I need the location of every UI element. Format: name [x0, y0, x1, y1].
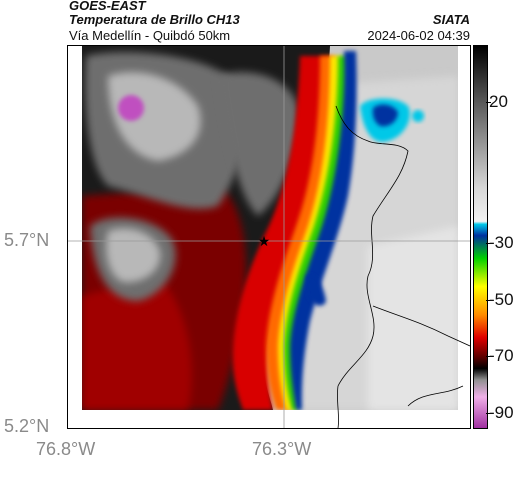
colorbar-tick-label: -90 [489, 402, 514, 422]
cloud-gray-right [218, 72, 299, 216]
admin-line-2 [407, 385, 464, 407]
no-data-right [458, 46, 470, 428]
route-label: Vía Medellín - Quibdó 50km [69, 28, 231, 43]
star-icon: ★ [258, 233, 271, 249]
cell-cyan-mid [306, 274, 326, 306]
satellite-map: ★ [67, 45, 471, 429]
colorbar-tick-mark [486, 412, 491, 414]
colorbar-tick-mark [486, 299, 491, 301]
map-title: GOES-EAST [69, 0, 146, 13]
colorbar-tick-label: -70 [489, 346, 514, 366]
colorbar [473, 45, 488, 429]
colorbar-tick-mark [486, 101, 491, 103]
border-line [335, 105, 409, 428]
lat-label-2: 5.2°N [4, 416, 50, 436]
cloud-gray-light-mid [106, 228, 161, 283]
colorbar-tick-label: -30 [489, 233, 514, 253]
lat-label-1: 5.7°N [4, 230, 50, 250]
colorbar-fill [474, 46, 487, 428]
cell-blue-north [372, 104, 398, 127]
admin-line [372, 305, 470, 347]
lon-label-1: 76.8°W [36, 439, 96, 459]
cloud-gray-light-upper [108, 72, 201, 161]
colorbar-tick-label: 20 [489, 91, 508, 111]
cloud-red-core [82, 276, 192, 410]
colorbar-tick-mark [486, 243, 491, 245]
band-blue [290, 51, 357, 410]
no-data-strip [82, 410, 458, 428]
brand-label: SIATA [432, 12, 470, 27]
map-canvas: ★ [68, 46, 470, 428]
lon-label-2: 76.3°W [252, 439, 312, 459]
band-red [232, 56, 330, 410]
colorbar-tick-mark [486, 356, 491, 358]
colorbar-canvas [474, 46, 487, 428]
cloud-magenta-core [118, 95, 144, 121]
no-data-left [68, 46, 82, 428]
cell-cyan-east [412, 110, 424, 122]
clear-sky-lighter [368, 226, 458, 410]
colorbar-tick-label: -50 [489, 289, 514, 309]
map-subtitle: Temperatura de Brillo CH13 [69, 12, 240, 27]
timestamp: 2024-06-02 04:39 [367, 28, 470, 43]
